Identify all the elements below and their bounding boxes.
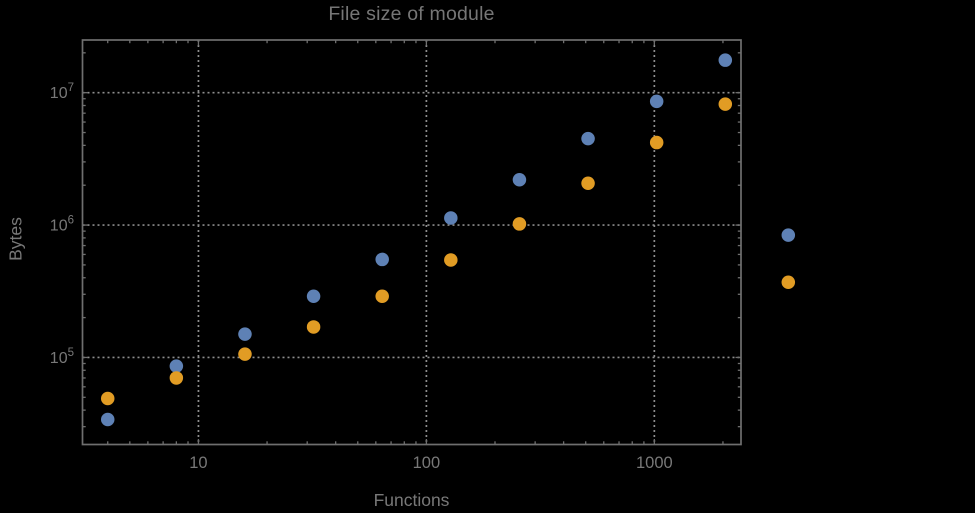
plot-title: File size of module xyxy=(328,3,495,25)
grid-layer xyxy=(82,40,741,445)
series-blue xyxy=(100,53,796,427)
x-axis-label: Functions xyxy=(373,490,450,510)
data-point xyxy=(649,135,664,150)
data-point xyxy=(169,371,184,385)
data-point xyxy=(169,359,184,373)
data-point xyxy=(444,211,458,225)
data-point xyxy=(100,412,115,427)
data-point xyxy=(718,97,733,111)
x-tick-label: 10 xyxy=(189,454,207,472)
data-point xyxy=(375,289,389,303)
data-point xyxy=(375,252,389,267)
y-tick-label: 107 xyxy=(50,82,74,102)
data-point xyxy=(444,253,458,267)
y-tick-label: 106 xyxy=(50,215,74,235)
y-axis-label: Bytes xyxy=(5,217,26,261)
data-point xyxy=(718,53,733,67)
tick-layer xyxy=(82,40,741,445)
data-point xyxy=(512,172,527,187)
data-point xyxy=(781,228,796,242)
data-point xyxy=(306,320,321,334)
data-point xyxy=(581,176,595,190)
data-point xyxy=(581,131,595,146)
data-point xyxy=(306,289,321,303)
x-tick-label: 100 xyxy=(413,454,441,472)
plot-frame xyxy=(81,39,742,446)
data-point xyxy=(100,391,115,406)
data-point xyxy=(512,217,527,231)
data-point xyxy=(238,347,252,361)
y-tick-label: 105 xyxy=(50,347,74,367)
data-point xyxy=(781,275,796,289)
data-point xyxy=(238,327,252,341)
x-tick-label: 1000 xyxy=(636,454,673,472)
series-orange xyxy=(100,97,796,406)
data-point xyxy=(649,94,664,109)
